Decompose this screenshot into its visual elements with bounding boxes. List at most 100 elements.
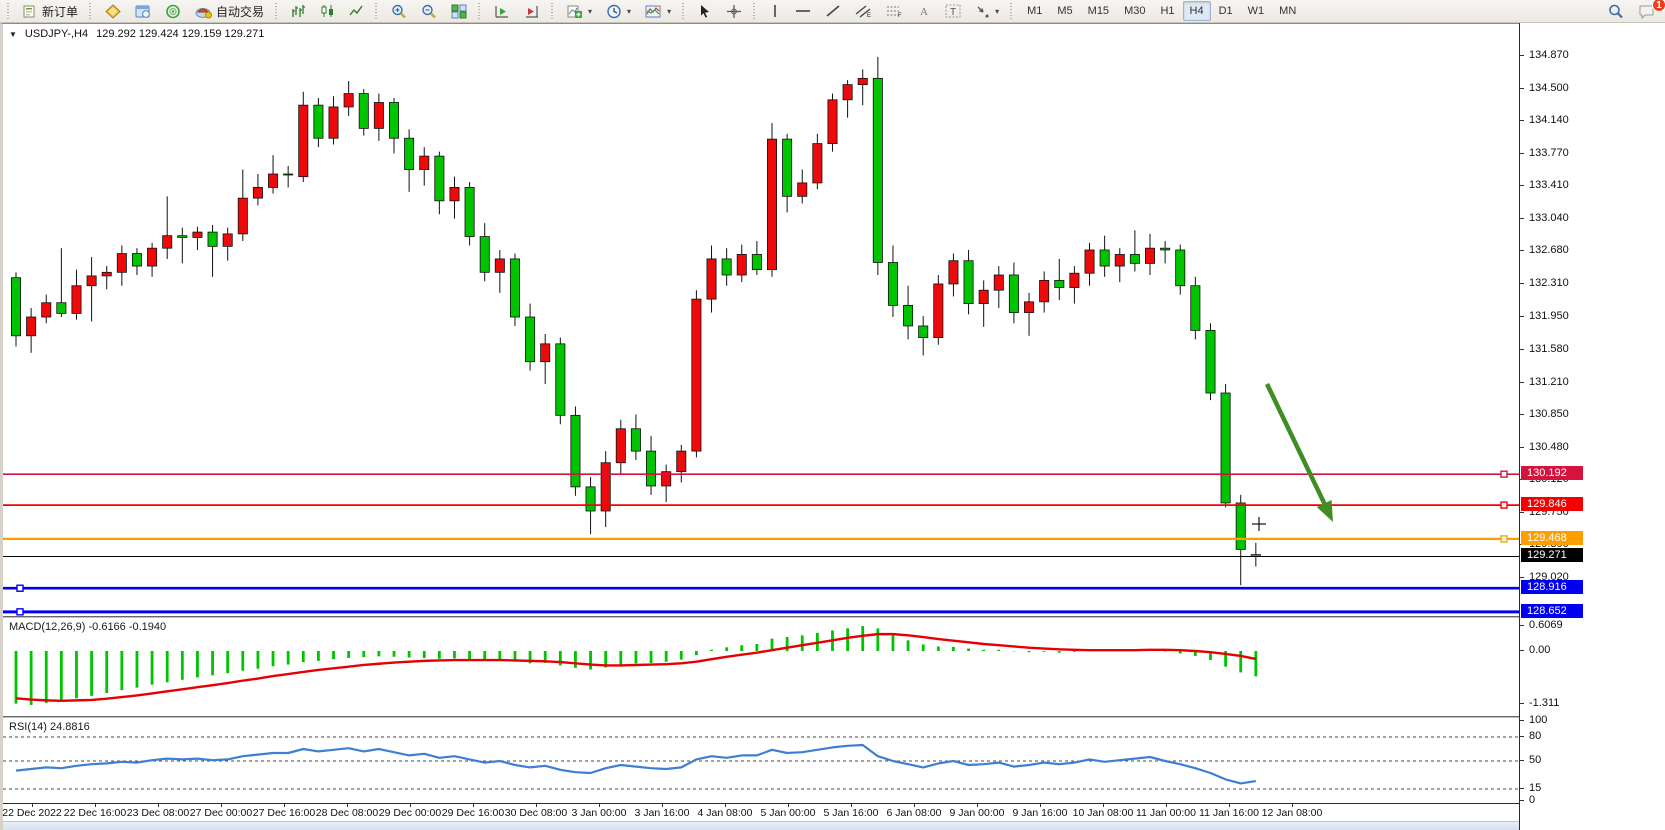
label-tool-button[interactable]: T	[939, 1, 967, 21]
new-order-label: 新订单	[42, 4, 79, 19]
time-tick	[1229, 804, 1230, 807]
line-chart-icon	[349, 5, 363, 16]
arrows-icon	[977, 6, 989, 18]
template-icon	[645, 5, 661, 17]
chart-window[interactable]: ▼ USDJPY-,H4 129.292 129.424 129.159 129…	[0, 23, 1519, 830]
collapse-ohlc-icon[interactable]: ▼	[9, 29, 17, 39]
time-axis-label: 5 Jan 16:00	[823, 807, 879, 819]
text-label-icon: T	[945, 4, 961, 18]
level-price-badge: 130.192	[1521, 466, 1583, 481]
candle-chart-button[interactable]	[314, 1, 341, 21]
pane-separator[interactable]	[3, 616, 1519, 618]
level-price-badge: 128.916	[1521, 580, 1583, 595]
auto-trading-button[interactable]: 自动交易	[189, 1, 270, 21]
svg-text:F: F	[898, 13, 902, 18]
auto-scroll-button[interactable]	[488, 1, 516, 21]
zoom-in-icon	[392, 4, 406, 18]
notification-badge: 1	[1652, 0, 1665, 12]
time-tick	[536, 804, 537, 807]
candlestick-chart[interactable]	[3, 24, 1519, 616]
rsi-pane[interactable]: RSI(14) 24.8816	[3, 718, 1519, 803]
navigator-icon	[135, 5, 150, 18]
templates-button[interactable]: ▾	[639, 1, 677, 21]
text-tool-button[interactable]: A	[911, 1, 937, 21]
chart-shift-button[interactable]	[518, 1, 546, 21]
timeframe-button-m15[interactable]: M15	[1087, 5, 1110, 17]
fibonacci-icon: F	[887, 6, 902, 18]
indicators-button[interactable]: ▾	[561, 1, 598, 21]
time-tick	[158, 804, 159, 807]
timeframe-button-w1[interactable]: W1	[1247, 5, 1265, 17]
timeframe-group: M1 M5 M15 M30 H1 H4 D1 W1 MN	[1020, 1, 1303, 21]
navigator-button[interactable]	[129, 1, 157, 21]
time-axis-label: 22 Dec 16:00	[63, 807, 127, 819]
time-tick	[977, 804, 978, 807]
hline-tool-button[interactable]	[789, 1, 817, 21]
timeframe-button-h4[interactable]: H4	[1182, 1, 1211, 21]
periods-button[interactable]: ▾	[600, 1, 637, 21]
rsi-label: RSI(14) 24.8816	[9, 721, 90, 733]
auto-trading-icon	[195, 7, 213, 18]
timeframe-button-m30[interactable]: M30	[1124, 5, 1146, 17]
mql5-button[interactable]	[159, 1, 187, 21]
price-tick-label: 15	[1520, 782, 1665, 795]
indicators-caret: ▾	[588, 6, 593, 16]
channel-tool-button[interactable]: E	[849, 1, 878, 21]
notifications-button[interactable]: 1	[1632, 0, 1665, 21]
mql5-icon	[166, 4, 180, 18]
time-tick	[851, 804, 852, 807]
time-tick	[95, 804, 96, 807]
timeframe-button-mn[interactable]: MN	[1279, 5, 1297, 17]
timeframe-button-m5[interactable]: M5	[1057, 5, 1073, 17]
fibonacci-tool-button[interactable]: F	[880, 1, 909, 21]
price-tick-label: 133.040	[1520, 212, 1665, 225]
cursor-tool-button[interactable]	[692, 1, 718, 21]
clock-icon	[607, 4, 621, 18]
channel-icon: E	[855, 5, 871, 18]
timeframe-button-m1[interactable]: M1	[1027, 5, 1043, 17]
price-tick-label: 80	[1520, 730, 1665, 743]
search-button[interactable]	[1602, 1, 1630, 21]
price-pane[interactable]: ▼ USDJPY-,H4 129.292 129.424 129.159 129…	[3, 24, 1519, 616]
level-price-badge: 129.468	[1521, 530, 1583, 545]
time-tick	[32, 804, 33, 807]
time-axis-label: 22 Dec 2022	[2, 807, 62, 819]
level-price-badge: 128.652	[1521, 603, 1583, 618]
timeframe-button-h1[interactable]: H1	[1160, 5, 1175, 17]
time-axis-label: 29 Dec 00:00	[378, 807, 442, 819]
time-axis-label: 4 Jan 08:00	[697, 807, 753, 819]
price-tick-label: 131.580	[1520, 343, 1665, 356]
price-tick-label: 131.950	[1520, 310, 1665, 323]
time-axis[interactable]: 22 Dec 2022 22 Dec 16:00 23 Dec 08:00 27 De…	[2, 803, 1519, 821]
macd-pane[interactable]: MACD(12,26,9) -0.6166 -0.1940	[3, 618, 1519, 716]
price-tick-label: 132.680	[1520, 244, 1665, 257]
crosshair-tool-button[interactable]	[720, 1, 748, 21]
status-strip	[3, 821, 1519, 830]
zoom-out-button[interactable]	[415, 1, 443, 21]
line-chart-button[interactable]	[343, 1, 370, 21]
tile-windows-button[interactable]	[445, 1, 473, 21]
time-axis-label: 23 Dec 08:00	[126, 807, 190, 819]
toolbar: 新订单 自动交易	[0, 0, 1665, 23]
market-watch-button[interactable]	[99, 1, 127, 21]
zoom-in-button[interactable]	[385, 1, 413, 21]
bar-chart-button[interactable]	[285, 1, 312, 21]
current-price-badge: 129.271	[1521, 548, 1583, 563]
pane-separator[interactable]	[3, 716, 1519, 718]
time-tick	[725, 804, 726, 807]
time-tick	[1166, 804, 1167, 807]
price-tick-label: 134.870	[1520, 49, 1665, 62]
new-order-button[interactable]: 新订单	[17, 1, 84, 21]
timeframe-button-d1[interactable]: D1	[1218, 5, 1233, 17]
horizontal-line-icon	[796, 10, 811, 12]
candle-chart-icon	[321, 5, 334, 17]
arrows-tool-button[interactable]: ▾	[969, 1, 1005, 21]
price-tick-label: 131.210	[1520, 376, 1665, 389]
trendline-tool-button[interactable]	[819, 1, 847, 21]
bar-chart-icon	[292, 5, 306, 17]
price-tick-label: 0	[1520, 794, 1665, 807]
vline-tool-button[interactable]	[763, 1, 787, 21]
symbol-period-label: USDJPY-,H4	[24, 28, 89, 40]
price-tick-label: 130.850	[1520, 408, 1665, 421]
price-axis[interactable]: 134.870 134.500 134.140 133.770 133.410 133.0…	[1519, 23, 1665, 830]
